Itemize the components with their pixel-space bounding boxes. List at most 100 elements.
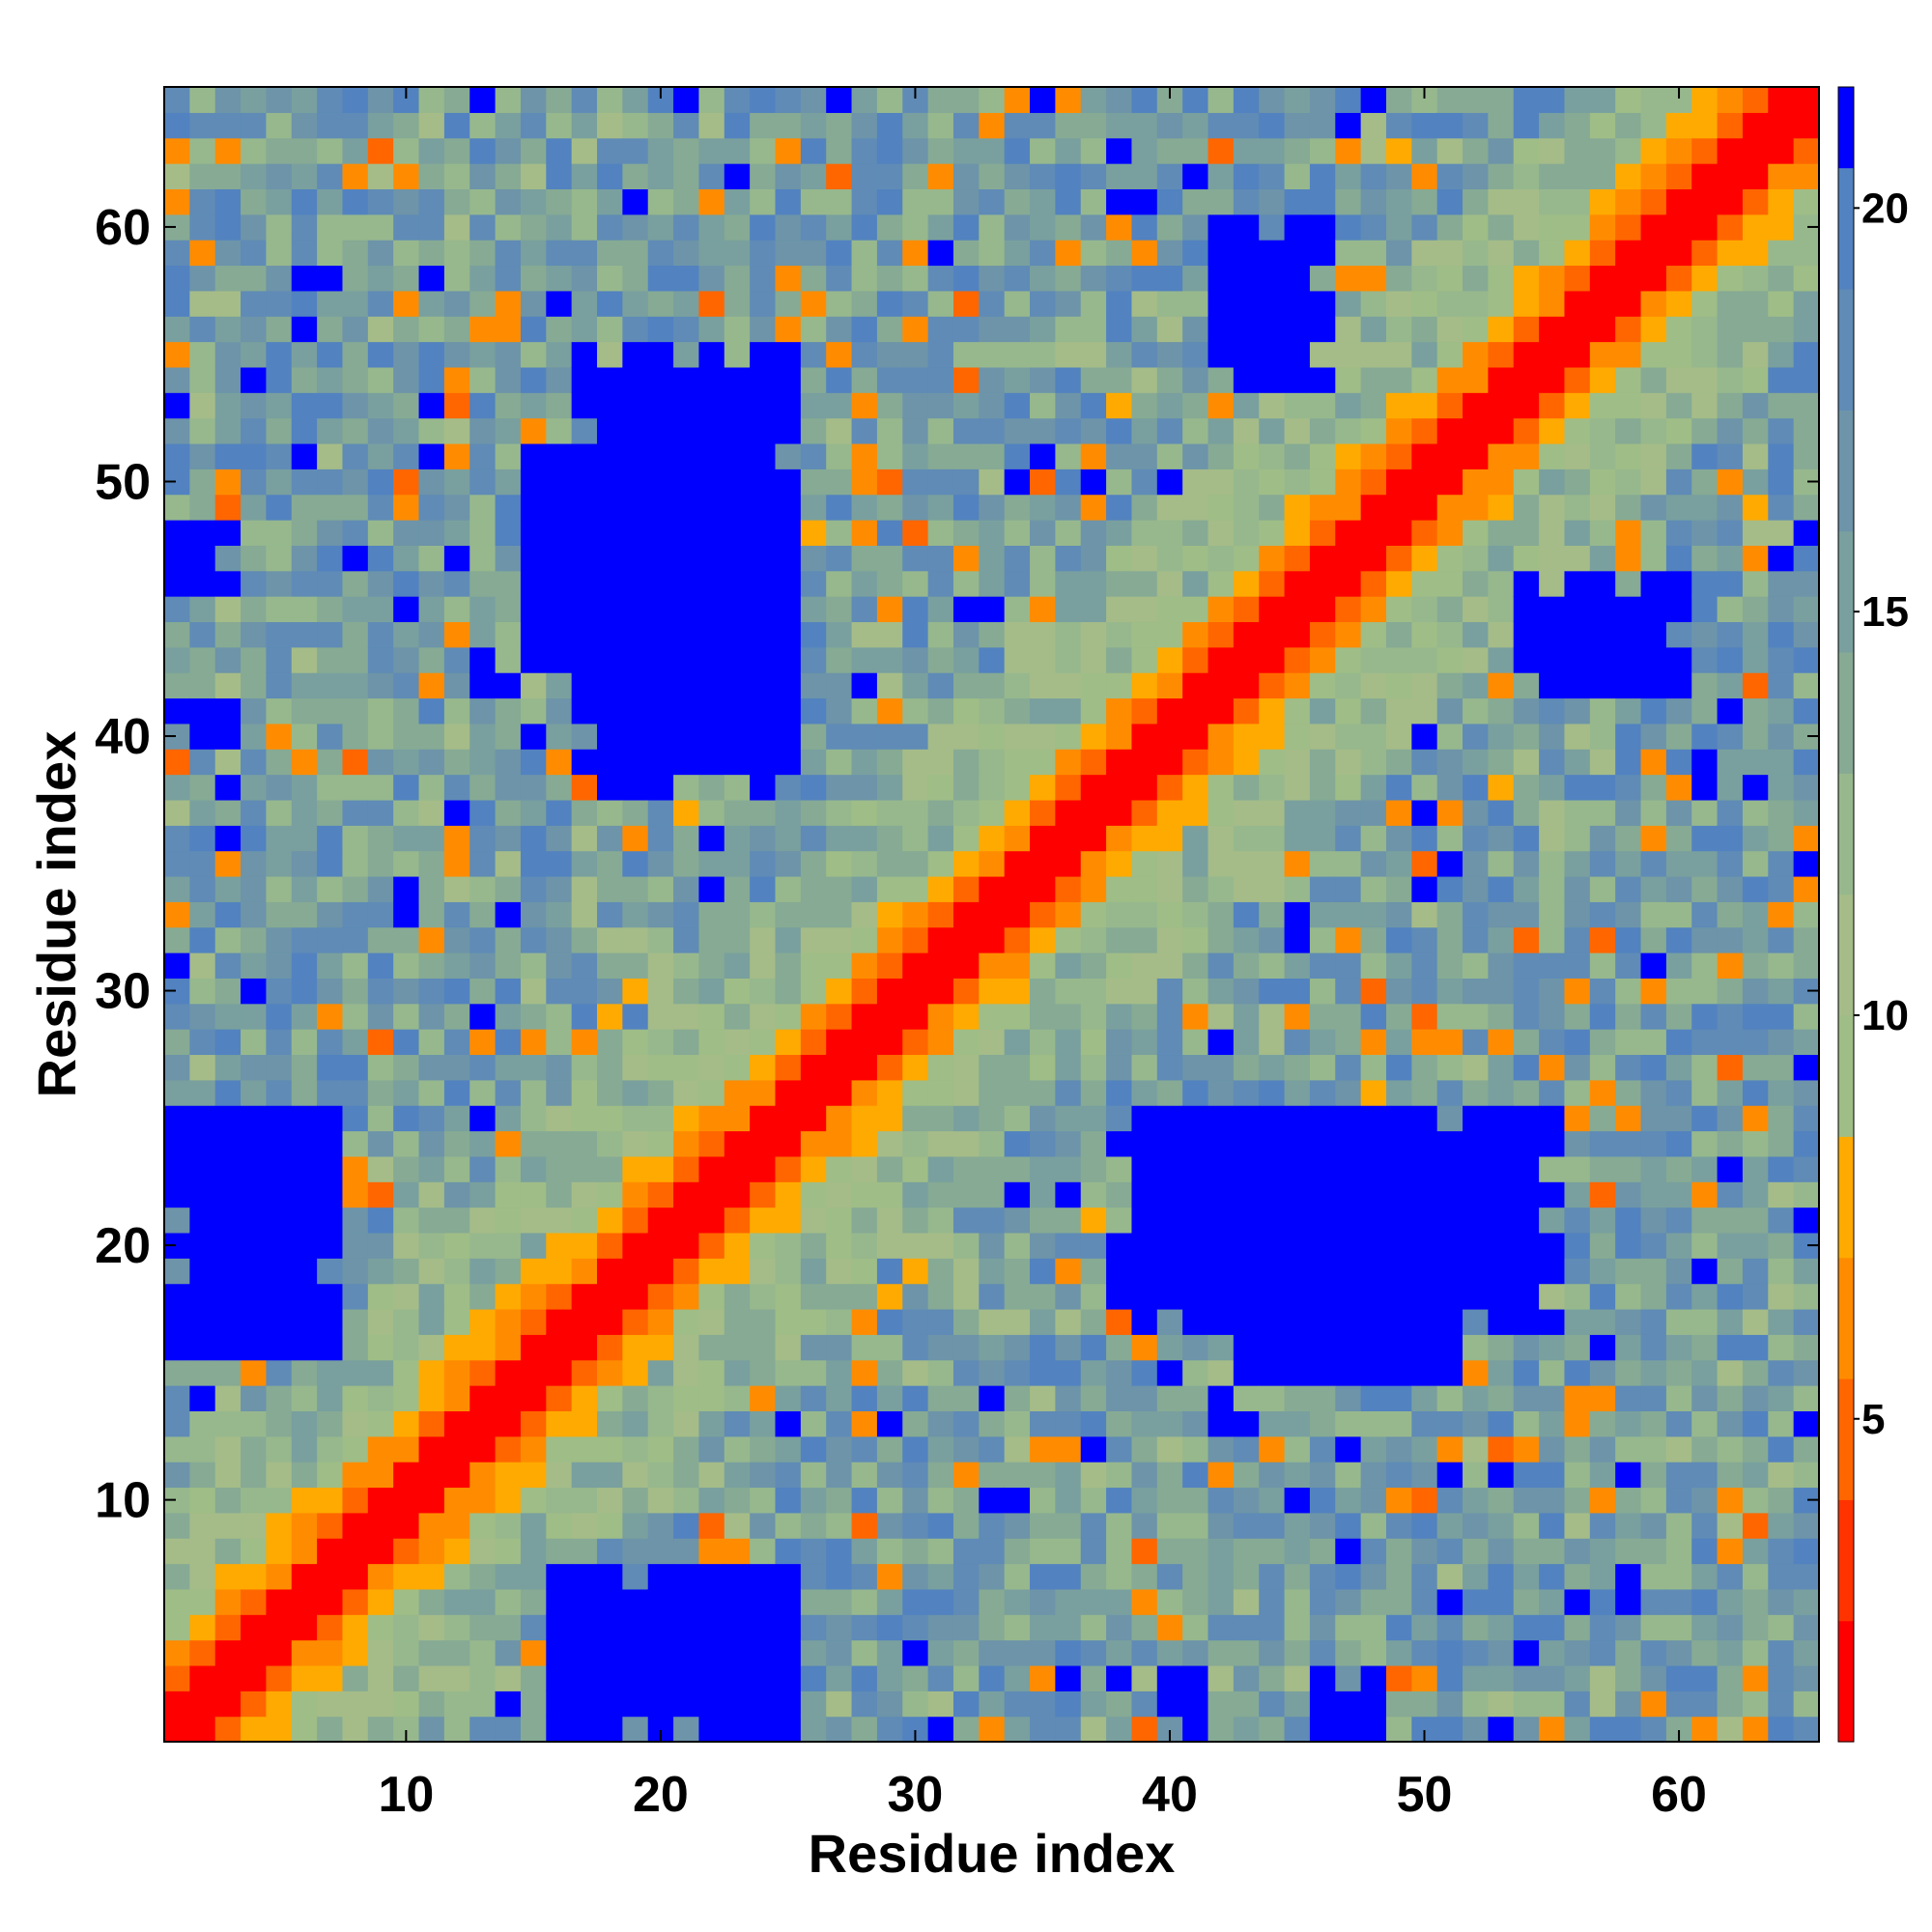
heatmap-cell — [443, 1614, 470, 1641]
heatmap-cell — [1156, 1359, 1183, 1386]
heatmap-cell — [1360, 392, 1387, 419]
heatmap-cell — [291, 112, 318, 139]
heatmap-cell — [927, 825, 954, 852]
heatmap-cell — [1463, 978, 1489, 1005]
heatmap-cell — [826, 87, 853, 113]
heatmap-cell — [1233, 1538, 1260, 1565]
heatmap-cell — [698, 442, 725, 469]
heatmap-cell — [851, 749, 878, 776]
heatmap-cell — [826, 901, 853, 928]
heatmap-cell — [750, 137, 777, 164]
heatmap-cell — [750, 1462, 777, 1489]
heatmap-cell — [1615, 1181, 1642, 1208]
heatmap-cell — [1436, 723, 1463, 750]
heatmap-cell — [443, 1385, 470, 1411]
heatmap-cell — [902, 494, 929, 521]
heatmap-cell — [342, 1155, 369, 1182]
heatmap-cell — [1182, 1003, 1209, 1030]
heatmap-cell — [1385, 952, 1412, 979]
heatmap-cell — [597, 1563, 623, 1590]
heatmap-cell — [443, 1105, 470, 1132]
heatmap-cell — [1411, 290, 1438, 317]
heatmap-cell — [1488, 392, 1515, 419]
heatmap-cell — [266, 1664, 293, 1691]
heatmap-cell — [342, 1003, 369, 1030]
heatmap-cell — [775, 978, 802, 1005]
heatmap-cell — [952, 825, 980, 852]
heatmap-cell — [1513, 850, 1540, 877]
heatmap-cell — [1233, 188, 1260, 215]
heatmap-cell — [1436, 213, 1463, 241]
heatmap-cell — [647, 774, 674, 801]
heatmap-cell — [698, 596, 725, 623]
heatmap-cell — [1411, 1283, 1438, 1310]
heatmap-cell — [1080, 774, 1107, 801]
heatmap-cell — [1335, 316, 1362, 343]
heatmap-cell — [851, 265, 878, 292]
heatmap-cell — [1055, 1232, 1082, 1259]
heatmap-cell — [1004, 926, 1031, 953]
heatmap-cell — [800, 1181, 827, 1208]
heatmap-cell — [520, 87, 547, 113]
heatmap-cell — [418, 1232, 445, 1259]
heatmap-cell — [647, 850, 674, 877]
heatmap-cell — [1793, 1054, 1820, 1081]
heatmap-cell — [1055, 596, 1082, 623]
heatmap-cell — [979, 1512, 1006, 1539]
heatmap-cell — [317, 1512, 344, 1539]
heatmap-cell — [1004, 875, 1031, 902]
heatmap-cell — [393, 341, 420, 368]
heatmap-cell — [546, 1283, 573, 1310]
heatmap-cell — [546, 1639, 573, 1666]
heatmap-cell — [1208, 1512, 1235, 1539]
heatmap-cell — [1768, 240, 1795, 267]
heatmap-cell — [418, 366, 445, 393]
colorbar-tick-label: 5 — [1861, 1396, 1885, 1443]
heatmap-cell — [952, 1385, 980, 1411]
heatmap-cell — [1309, 697, 1336, 724]
heatmap-cell — [495, 1614, 522, 1641]
heatmap-cell — [546, 672, 573, 699]
heatmap-cell — [1080, 672, 1107, 699]
heatmap-cell — [1717, 366, 1744, 393]
heatmap-cell — [851, 723, 878, 750]
heatmap-cell — [342, 672, 369, 699]
heatmap-cell — [647, 723, 674, 750]
heatmap-cell — [1309, 1207, 1336, 1234]
heatmap-cell — [927, 1029, 954, 1056]
heatmap-cell — [1004, 469, 1031, 496]
heatmap-cell — [979, 774, 1006, 801]
heatmap-cell — [342, 1512, 369, 1539]
heatmap-cell — [1539, 417, 1566, 444]
heatmap-cell — [164, 366, 190, 393]
heatmap-cell — [469, 1105, 497, 1132]
heatmap-cell — [164, 1207, 190, 1234]
heatmap-cell — [647, 417, 674, 444]
heatmap-cell — [1463, 697, 1489, 724]
heatmap-cell — [367, 1690, 394, 1718]
heatmap-cell — [1309, 1054, 1336, 1081]
heatmap-cell — [520, 240, 547, 267]
heatmap-cell — [291, 1512, 318, 1539]
heatmap-cell — [418, 646, 445, 673]
heatmap-cell — [1335, 1130, 1362, 1157]
heatmap-cell — [1463, 520, 1489, 546]
heatmap-cell — [546, 926, 573, 953]
heatmap-cell — [673, 1512, 700, 1539]
heatmap-cell — [1411, 163, 1438, 190]
heatmap-cell — [469, 978, 497, 1005]
heatmap-cell — [189, 265, 216, 292]
heatmap-cell — [1463, 749, 1489, 776]
heatmap-cell — [1793, 799, 1820, 826]
heatmap-cell — [546, 1614, 573, 1641]
heatmap-cell — [393, 1181, 420, 1208]
heatmap-cell — [495, 137, 522, 164]
heatmap-cell — [1233, 1385, 1260, 1411]
heatmap-cell — [724, 1155, 751, 1182]
heatmap-cell — [1488, 1487, 1515, 1514]
heatmap-cell — [927, 1435, 954, 1463]
heatmap-cell — [1309, 926, 1336, 953]
heatmap-cell — [1385, 570, 1412, 597]
heatmap-cell — [979, 570, 1006, 597]
heatmap-cell — [750, 265, 777, 292]
